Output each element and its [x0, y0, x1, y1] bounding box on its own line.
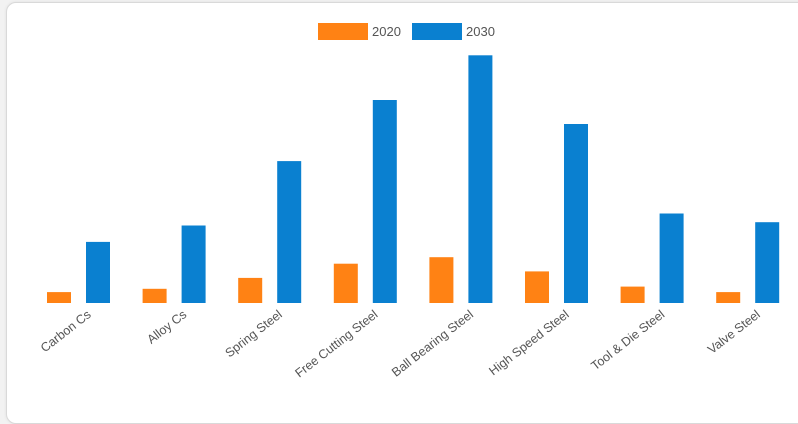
bar-2030-5[interactable]	[564, 124, 588, 303]
bar-chart: 2020 2030 Carbon Cs Alloy Cs Spring Steel Fr…	[38, 23, 780, 380]
bar-2020-3[interactable]	[333, 263, 358, 303]
legend-swatch-2030[interactable]	[412, 23, 462, 40]
bar-2020-1[interactable]	[142, 288, 167, 303]
x-tick-label: High Speed Steel	[486, 307, 571, 378]
legend-label-2030[interactable]: 2030	[466, 24, 495, 39]
legend-swatch-2020[interactable]	[318, 23, 368, 40]
bar-2030-6[interactable]	[659, 213, 684, 304]
x-tick-label: Free Cutting Steel	[292, 307, 380, 380]
bar-2030-0[interactable]	[86, 241, 110, 303]
bar-2030-4[interactable]	[468, 55, 493, 303]
x-tick-label: Carbon Cs	[38, 307, 94, 355]
bar-2030-1[interactable]	[181, 225, 206, 304]
legend-label-2020[interactable]: 2020	[372, 24, 401, 39]
bar-2020-6[interactable]	[620, 286, 645, 303]
bars	[47, 55, 780, 304]
x-tick-label: Spring Steel	[223, 307, 285, 360]
bar-2030-7[interactable]	[755, 222, 780, 303]
bar-2030-3[interactable]	[372, 100, 397, 303]
bar-2020-2[interactable]	[238, 277, 263, 303]
bar-2020-7[interactable]	[716, 292, 741, 303]
x-axis-ticks: Carbon Cs Alloy Cs Spring Steel Free Cuttin…	[38, 307, 763, 380]
x-tick-label: Ball Bearing Steel	[389, 307, 476, 379]
x-tick-label: Alloy Cs	[145, 307, 190, 346]
legend: 2020 2030	[318, 23, 495, 40]
bar-2020-0[interactable]	[47, 292, 71, 303]
bar-2020-4[interactable]	[429, 257, 454, 303]
bar-2030-2[interactable]	[277, 161, 302, 303]
bar-2020-5[interactable]	[525, 271, 549, 303]
x-tick-label: Valve Steel	[705, 307, 763, 356]
chart-card	[6, 2, 798, 424]
x-tick-label: Tool & Die Steel	[589, 307, 668, 373]
